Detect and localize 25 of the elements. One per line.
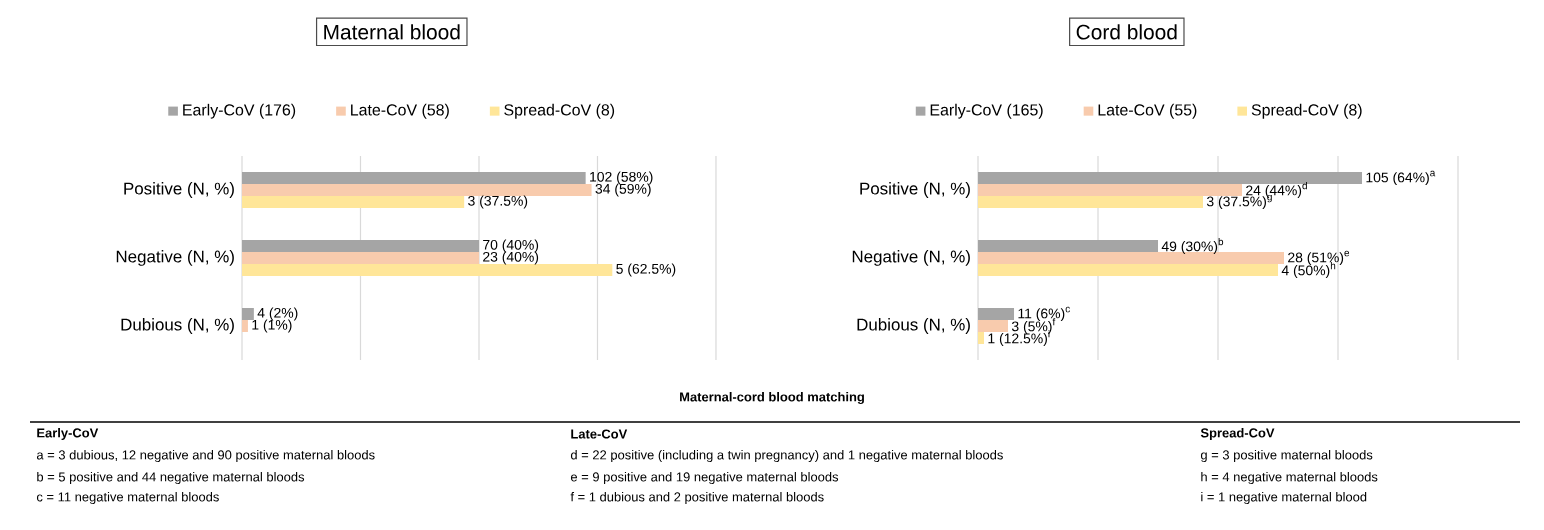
bar [242,263,613,276]
bar [242,196,465,208]
bar [242,319,248,332]
bar [978,239,1159,252]
y-tick-label: Negative (N, %) [852,250,970,266]
bar [978,184,1243,196]
y-tick-label: Positive (N, %) [124,182,234,198]
chart-title: Cord blood [1076,24,1177,40]
bar [242,307,254,320]
bar [978,263,1279,276]
y-tick-label: Dubious (N, %) [857,318,970,334]
bar [978,319,1009,332]
bar [978,172,1363,184]
chart-title: Maternal blood [324,24,460,40]
bar [978,251,1285,264]
y-tick-label: Dubious (N, %) [121,318,234,334]
y-tick-label: Negative (N, %) [116,250,234,266]
bar [242,239,479,252]
bar [978,196,1204,208]
bar [978,307,1015,320]
bar [242,251,479,264]
bar [242,172,586,184]
bar [242,184,592,196]
bar [978,331,985,344]
y-tick-label: Positive (N, %) [860,182,970,198]
